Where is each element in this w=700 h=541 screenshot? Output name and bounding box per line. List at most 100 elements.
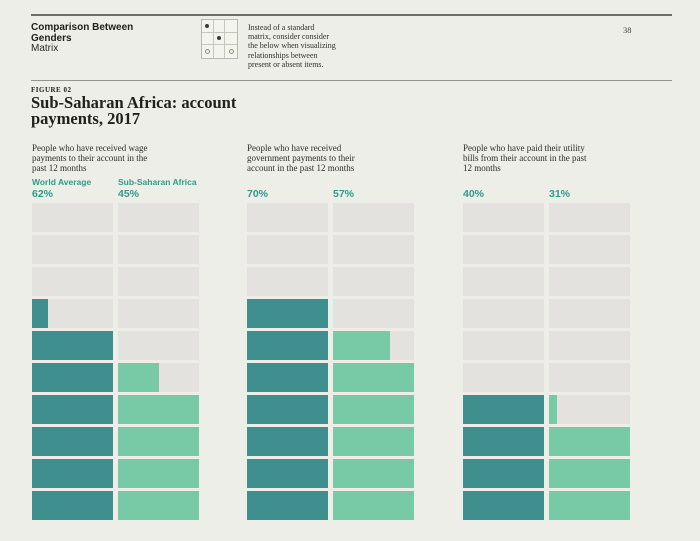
waffle-cell <box>333 394 414 424</box>
waffle-cell <box>463 298 544 328</box>
waffle-fill <box>549 394 558 424</box>
waffle-cell <box>549 394 630 424</box>
waffle-row <box>463 266 630 296</box>
waffle-fill <box>32 362 113 392</box>
waffle-fill <box>333 362 414 392</box>
matrix-cell <box>202 45 214 58</box>
waffle-row <box>247 266 414 296</box>
text-line: present or absent items. <box>248 59 324 69</box>
waffle-cell <box>549 298 630 328</box>
waffle-cell <box>118 362 199 392</box>
waffle-cell <box>32 394 113 424</box>
waffle-row <box>463 202 630 232</box>
waffle-cell <box>247 490 328 520</box>
waffle-fill <box>333 330 390 360</box>
text-line: government payments to their <box>247 153 355 163</box>
waffle-cell <box>549 202 630 232</box>
waffle-cell <box>32 266 113 296</box>
matrix-cell <box>225 20 237 33</box>
value-labels: 70% 57% <box>247 188 414 202</box>
chapter-heading: Comparison Between Genders Matrix <box>31 22 133 55</box>
waffle-fill <box>247 330 328 360</box>
waffle-row <box>32 234 199 264</box>
value-labels: 62% 45% <box>32 188 199 202</box>
waffle-cell <box>549 234 630 264</box>
text-line: matrix, consider consider <box>248 32 330 42</box>
waffle-cell <box>333 362 414 392</box>
waffle-cell <box>549 362 630 392</box>
waffle-cell <box>118 202 199 232</box>
waffle-fill <box>118 362 159 392</box>
column-description: People who have paid their utility bills … <box>463 143 630 173</box>
waffle-cell <box>247 362 328 392</box>
waffle-cell <box>247 426 328 456</box>
chapter-title: Comparison Between Genders <box>31 22 133 44</box>
text-line: bills from their account in the past <box>463 153 587 163</box>
waffle-cell <box>118 298 199 328</box>
text-line: Sub-Saharan Africa: account <box>31 93 237 112</box>
waffle-fill <box>333 458 414 488</box>
waffle-row <box>32 458 199 488</box>
waffle-row <box>247 426 414 456</box>
waffle-fill <box>333 426 414 456</box>
waffle-grid <box>247 202 414 523</box>
waffle-cell <box>32 490 113 520</box>
waffle-row <box>247 202 414 232</box>
text-line: People who have received <box>247 143 342 153</box>
waffle-row <box>247 394 414 424</box>
waffle-cell <box>463 458 544 488</box>
waffle-cell <box>549 330 630 360</box>
legend-label: World Average <box>32 177 92 187</box>
waffle-fill <box>118 426 199 456</box>
value-labels: 40% 31% <box>463 188 630 202</box>
waffle-cell <box>333 426 414 456</box>
waffle-cell <box>333 490 414 520</box>
percent-label: 31% <box>549 188 571 200</box>
waffle-cell <box>549 490 630 520</box>
waffle-cell <box>463 394 544 424</box>
chapter-subtitle: Matrix <box>31 43 59 55</box>
text-line: payments to their account in the <box>32 153 148 163</box>
waffle-row <box>32 330 199 360</box>
top-rule <box>31 14 672 16</box>
waffle-cell <box>118 426 199 456</box>
waffle-row <box>32 266 199 296</box>
waffle-fill <box>32 458 113 488</box>
waffle-fill <box>32 490 113 520</box>
waffle-cell <box>463 362 544 392</box>
waffle-row <box>32 362 199 392</box>
waffle-row <box>247 362 414 392</box>
chart-column: People who have received wage payments to… <box>32 143 199 523</box>
waffle-cell <box>32 202 113 232</box>
waffle-cell <box>463 266 544 296</box>
waffle-cell <box>333 266 414 296</box>
waffle-row <box>32 202 199 232</box>
series-legend: World Average Sub-Saharan Africa <box>32 177 199 189</box>
waffle-cell <box>333 330 414 360</box>
waffle-cell <box>549 458 630 488</box>
waffle-fill <box>463 458 544 488</box>
text-line: People who have paid their utility <box>463 143 585 153</box>
waffle-row <box>463 426 630 456</box>
waffle-fill <box>118 394 199 424</box>
waffle-fill <box>549 426 630 456</box>
waffle-cell <box>333 234 414 264</box>
waffle-fill <box>32 298 49 328</box>
waffle-fill <box>463 426 544 456</box>
waffle-row <box>247 330 414 360</box>
waffle-cell <box>32 458 113 488</box>
text-line: past 12 months <box>32 163 87 173</box>
matrix-cell <box>213 20 226 33</box>
waffle-row <box>463 490 630 520</box>
chart-column: People who have paid their utility bills … <box>463 143 630 523</box>
waffle-fill <box>118 458 199 488</box>
waffle-fill <box>32 394 113 424</box>
waffle-grid <box>463 202 630 523</box>
waffle-fill <box>333 490 414 520</box>
text-line: People who have received wage <box>32 143 148 153</box>
waffle-cell <box>118 266 199 296</box>
text-line: relationships between <box>248 50 318 60</box>
waffle-cell <box>118 490 199 520</box>
waffle-cell <box>247 330 328 360</box>
